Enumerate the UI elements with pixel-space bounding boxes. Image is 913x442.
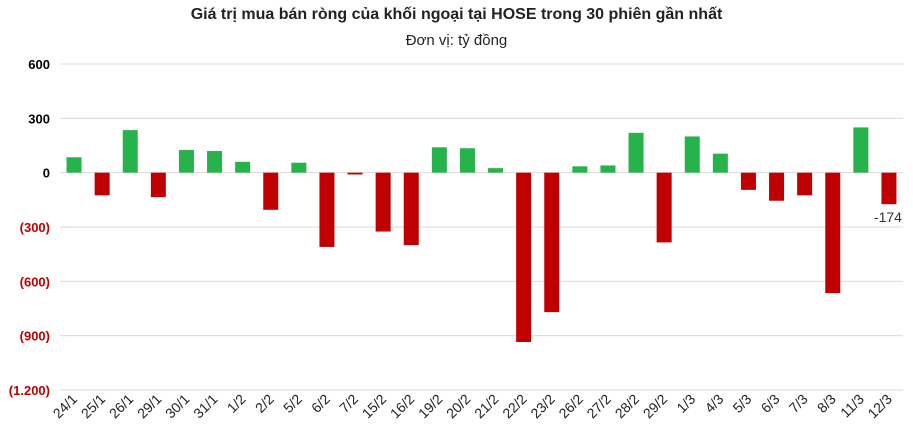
data-label: -174 — [874, 209, 902, 225]
y-tick-label: (300) — [20, 220, 50, 235]
x-tick-label: 20/2 — [443, 391, 474, 422]
chart-subtitle: Đơn vị: tỷ đồng — [405, 32, 508, 49]
bar — [403, 172, 419, 246]
x-tick-label: 30/1 — [162, 391, 193, 422]
bar — [488, 168, 504, 173]
x-tick-label: 5/3 — [729, 391, 754, 416]
x-tick-label: 29/2 — [640, 391, 671, 422]
bar — [319, 172, 335, 247]
bar — [740, 172, 756, 190]
x-tick-label: 12/3 — [864, 391, 895, 422]
bar — [853, 127, 869, 173]
y-tick-label: 600 — [28, 57, 50, 72]
bar — [375, 172, 391, 232]
bar — [459, 148, 475, 173]
x-tick-label: 4/3 — [701, 391, 726, 416]
x-tick-label: 6/3 — [758, 391, 783, 416]
bar — [347, 172, 363, 175]
x-tick-label: 6/2 — [308, 391, 333, 416]
x-tick-label: 26/2 — [555, 391, 586, 422]
x-tick-label: 29/1 — [134, 391, 165, 422]
x-tick-label: 26/1 — [106, 391, 137, 422]
y-tick-label: 300 — [28, 111, 50, 126]
bar — [544, 172, 560, 313]
x-tick-label: 27/2 — [583, 391, 614, 422]
bar — [656, 172, 672, 243]
x-tick-label: 21/2 — [471, 391, 502, 422]
x-tick-label: 5/2 — [280, 391, 305, 416]
x-tick-label: 16/2 — [387, 391, 418, 422]
x-tick-label: 8/3 — [814, 391, 839, 416]
x-tick-label: 15/2 — [359, 391, 390, 422]
y-tick-label: (1.200) — [9, 383, 50, 398]
x-tick-label: 28/2 — [612, 391, 643, 422]
x-tick-label: 22/2 — [499, 391, 530, 422]
bar — [628, 132, 644, 173]
bar — [684, 136, 700, 173]
x-tick-label: 7/2 — [336, 391, 361, 416]
bar — [797, 172, 813, 196]
x-tick-label: 19/2 — [415, 391, 446, 422]
bar — [291, 162, 307, 173]
bar — [94, 172, 110, 196]
chart-title: Giá trị mua bán ròng của khối ngoại tại … — [190, 6, 723, 23]
bar — [881, 172, 897, 205]
x-tick-label: 24/1 — [50, 391, 81, 422]
y-tick-label: (900) — [20, 329, 50, 344]
bar — [263, 172, 279, 210]
bar — [600, 165, 616, 173]
bar — [122, 130, 138, 173]
bar — [235, 161, 251, 173]
x-tick-label: 1/2 — [224, 391, 249, 416]
bar — [66, 157, 82, 173]
bar — [431, 147, 447, 173]
x-tick-label: 25/1 — [78, 391, 109, 422]
x-tick-label: 7/3 — [786, 391, 811, 416]
x-tick-label: 23/2 — [527, 391, 558, 422]
bar — [207, 150, 223, 173]
y-tick-label: 0 — [43, 166, 50, 181]
bar — [769, 172, 785, 201]
y-tick-label: (600) — [20, 274, 50, 289]
x-tick-label: 31/1 — [190, 391, 221, 422]
x-tick-label: 11/3 — [837, 391, 867, 421]
bar — [712, 153, 728, 173]
bar — [150, 172, 166, 198]
x-tick-label: 1/3 — [673, 391, 698, 416]
bar — [178, 150, 194, 173]
bar — [825, 172, 841, 294]
x-tick-label: 2/2 — [252, 391, 277, 416]
bar — [516, 172, 532, 343]
bar — [572, 166, 588, 173]
